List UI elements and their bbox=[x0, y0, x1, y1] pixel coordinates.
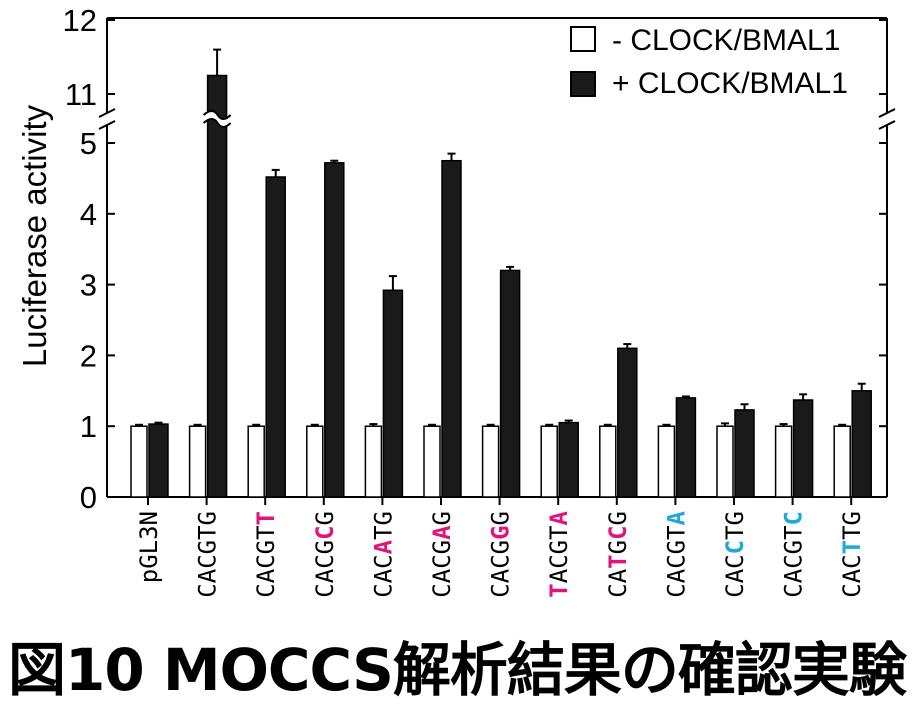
x-tick-label: CACGCG bbox=[311, 511, 339, 598]
axis-break-mark bbox=[878, 108, 896, 118]
x-tick-label: TACGTA bbox=[545, 510, 573, 597]
legend-label-minus: - CLOCK/BMAL1 bbox=[612, 24, 840, 57]
y-tick-label: 1 bbox=[80, 409, 97, 444]
bar-minus bbox=[540, 425, 558, 498]
y-tick-label: 11 bbox=[65, 77, 97, 112]
y-tick-label: 3 bbox=[80, 268, 97, 303]
bar-minus bbox=[423, 425, 441, 498]
figure-caption: 図10 MOCCS解析結果の確認実験 bbox=[8, 636, 907, 704]
bar-minus bbox=[188, 425, 207, 498]
legend-label-plus: + CLOCK/BMAL1 bbox=[612, 67, 848, 100]
x-tick-label: CACTTG bbox=[838, 511, 866, 598]
x-tick-label: CACGTC bbox=[780, 511, 808, 598]
x-tick-label: CACGTG bbox=[194, 511, 222, 598]
x-tick-label: CACGGG bbox=[487, 511, 515, 598]
bar-plus bbox=[382, 289, 404, 498]
x-tick-label: CATGCG bbox=[604, 511, 632, 598]
bar-plus bbox=[324, 162, 345, 498]
bar-minus bbox=[599, 425, 617, 498]
bar-plus bbox=[148, 423, 169, 498]
axis-break-mark bbox=[98, 108, 116, 118]
bar-plus bbox=[675, 397, 697, 498]
x-tick-label: CACATG bbox=[369, 511, 397, 598]
x-tick-label: pGL3N bbox=[135, 511, 163, 583]
y-tick-label: 4 bbox=[80, 197, 97, 232]
bar-plus bbox=[792, 399, 814, 498]
bar-break-line bbox=[202, 110, 232, 120]
bar-minus bbox=[716, 425, 734, 498]
axis-break-mark bbox=[878, 120, 896, 130]
y-tick-label: 0 bbox=[80, 480, 97, 515]
bar-plus bbox=[441, 159, 462, 498]
bar-plus bbox=[617, 347, 638, 498]
bar-minus bbox=[481, 425, 500, 498]
y-tick-label: 12 bbox=[63, 3, 97, 38]
bar-minus bbox=[657, 425, 676, 498]
bar-minus bbox=[774, 425, 793, 498]
y-tick-label: 2 bbox=[80, 338, 97, 373]
bar-plus bbox=[558, 421, 579, 498]
bar-break-line bbox=[202, 118, 232, 128]
x-tick-label: CACGAG bbox=[428, 511, 456, 598]
y-axis-label: Luciferase activity bbox=[16, 104, 53, 367]
axis-break-mark bbox=[98, 120, 116, 130]
x-tick-label: CACGTT bbox=[252, 511, 280, 598]
bar-minus bbox=[306, 425, 324, 498]
legend-swatch-minus bbox=[570, 26, 596, 52]
legend: - CLOCK/BMAL1 + CLOCK/BMAL1 bbox=[570, 24, 848, 100]
bar-plus bbox=[734, 409, 755, 498]
x-tick-label: CACCTG bbox=[721, 511, 749, 598]
bar-minus bbox=[247, 425, 265, 498]
bar-plus bbox=[851, 390, 872, 498]
y-tick-label: 5 bbox=[80, 126, 97, 161]
legend-swatch-plus bbox=[570, 71, 596, 97]
bar-plus bbox=[265, 176, 286, 498]
bar-minus bbox=[833, 425, 851, 498]
bar-minus bbox=[364, 425, 383, 498]
bar-plus bbox=[499, 269, 521, 498]
bar-plus bbox=[206, 74, 228, 498]
bar-minus bbox=[130, 425, 148, 498]
x-tick-label: CACGTA bbox=[662, 510, 690, 597]
